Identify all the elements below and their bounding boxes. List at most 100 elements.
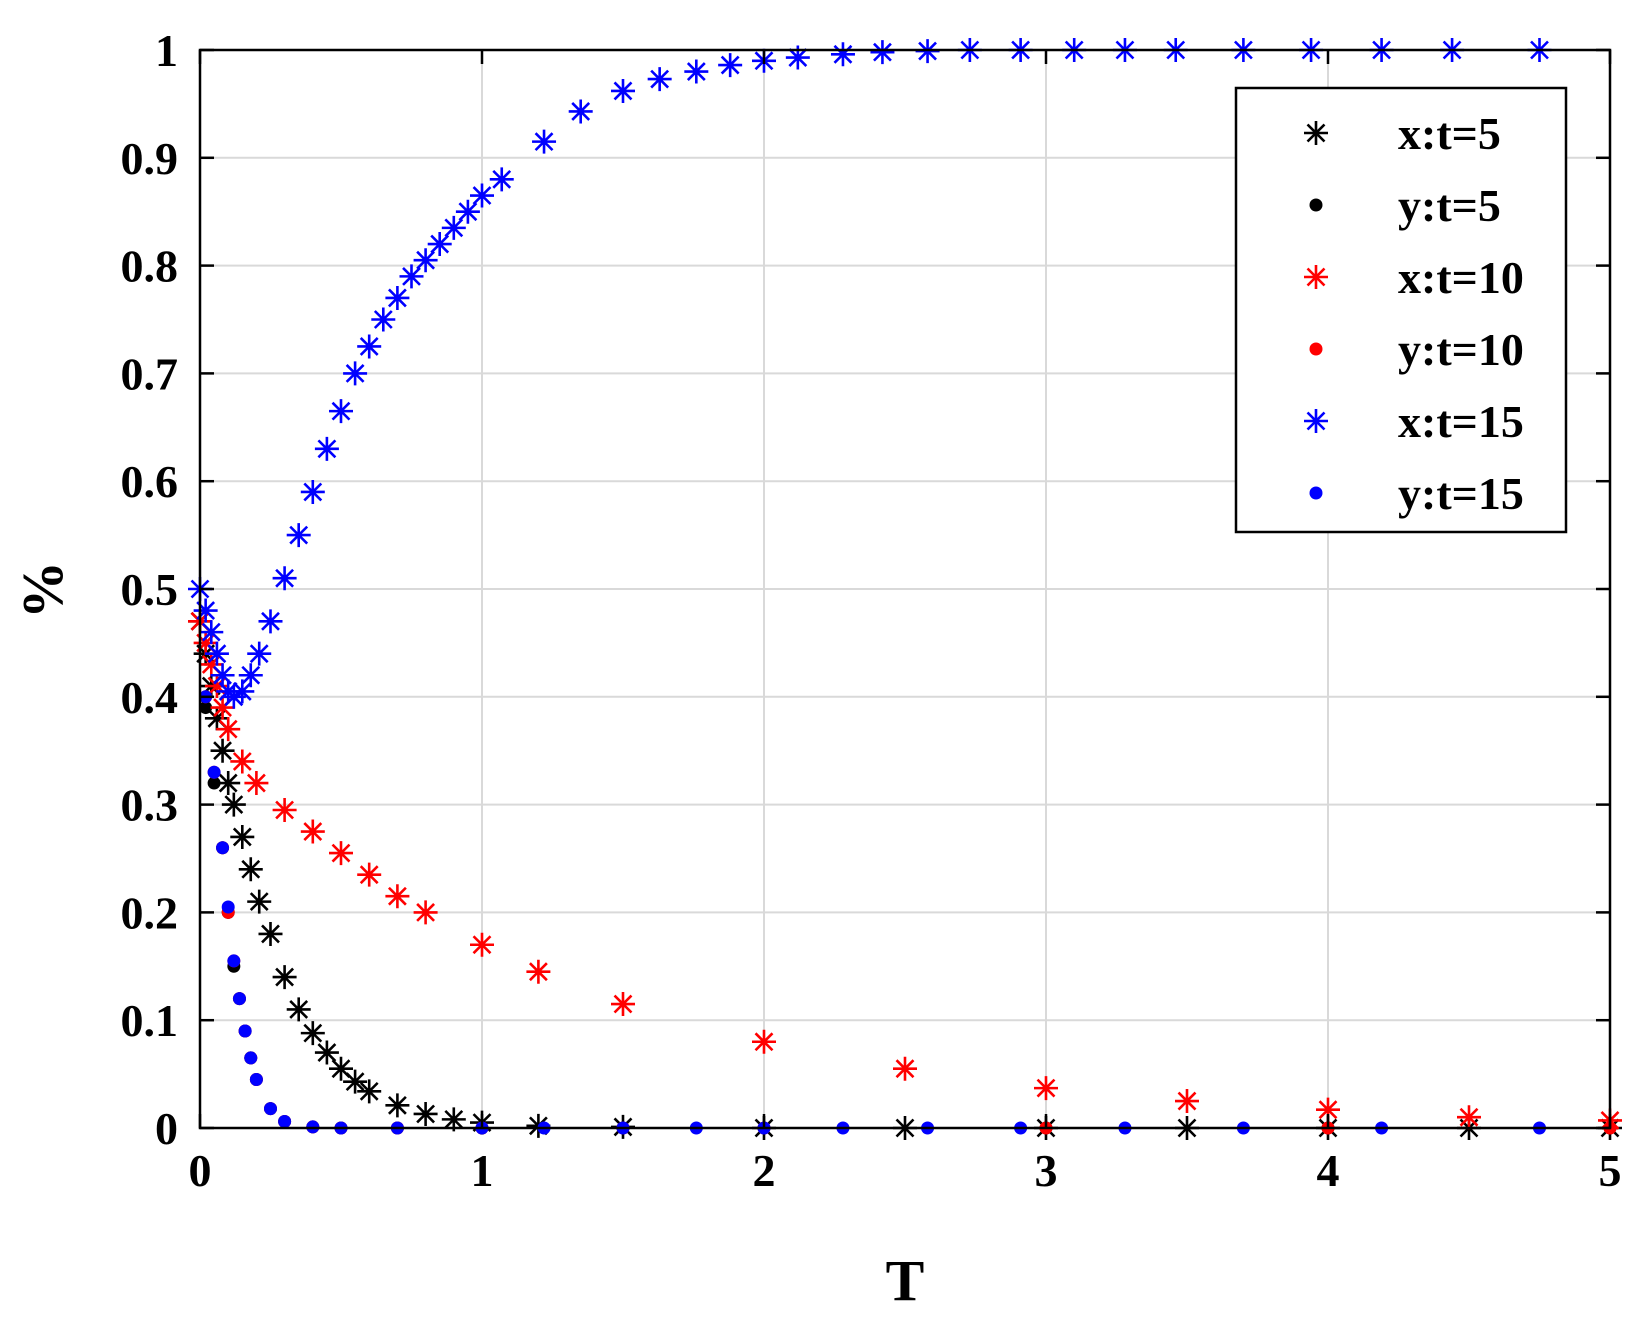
star-marker xyxy=(238,663,263,688)
legend-marker xyxy=(1304,409,1328,433)
star-marker xyxy=(532,129,557,154)
star-marker xyxy=(204,674,229,699)
star-marker xyxy=(470,183,494,208)
dot-marker xyxy=(227,954,241,968)
dot-marker xyxy=(249,1072,263,1086)
legend-item: y:t=5 xyxy=(1309,180,1501,231)
star-marker xyxy=(1316,1097,1340,1122)
star-marker xyxy=(272,797,297,822)
star-marker xyxy=(611,992,635,1017)
legend-item: x:t=5 xyxy=(1304,108,1501,159)
legend-marker xyxy=(1309,198,1323,212)
star-marker xyxy=(470,932,494,957)
x-tick-label: 3 xyxy=(1035,1145,1058,1196)
star-marker xyxy=(870,40,895,65)
star-marker xyxy=(247,889,272,914)
star-marker xyxy=(300,819,325,844)
star-marker xyxy=(329,399,353,424)
star-marker xyxy=(785,45,810,70)
dot-marker xyxy=(221,900,235,914)
star-marker xyxy=(343,361,368,386)
legend-marker xyxy=(1304,121,1328,145)
legend-item: y:t=10 xyxy=(1309,324,1524,375)
dot-marker xyxy=(207,765,221,779)
star-marker xyxy=(413,1101,438,1126)
legend-item: x:t=10 xyxy=(1304,252,1524,303)
star-marker xyxy=(1175,1089,1199,1114)
star-marker xyxy=(199,620,224,645)
star-marker xyxy=(684,59,709,84)
star-marker xyxy=(216,717,241,742)
star-marker xyxy=(210,695,235,720)
legend-label: x:t=15 xyxy=(1398,396,1524,447)
legend-box xyxy=(1234,86,1568,534)
x-tick-label: 1 xyxy=(471,1145,494,1196)
star-marker xyxy=(216,771,241,796)
star-marker xyxy=(357,862,382,887)
star-marker xyxy=(210,738,235,763)
star-marker xyxy=(300,479,325,504)
dot-marker xyxy=(278,1115,292,1129)
legend-label: x:t=10 xyxy=(1398,252,1524,303)
star-marker xyxy=(489,167,514,192)
star-marker xyxy=(204,706,229,731)
legend-label: y:t=10 xyxy=(1398,324,1524,375)
star-marker xyxy=(371,307,396,332)
legend-label: y:t=5 xyxy=(1398,180,1501,231)
star-marker xyxy=(314,1040,339,1065)
star-marker xyxy=(238,857,263,882)
star-marker xyxy=(441,1107,466,1132)
dot-marker xyxy=(238,1024,252,1038)
legend-marker xyxy=(1304,265,1328,289)
star-marker xyxy=(244,771,269,796)
dot-marker xyxy=(207,776,221,790)
star-marker xyxy=(258,609,283,634)
star-marker xyxy=(329,841,353,866)
star-marker xyxy=(286,523,311,548)
star-marker xyxy=(247,641,272,666)
legend: x:t=5 y:t=5 x:t=10 y:t=10 x:t=15 y:t=15 xyxy=(1234,86,1568,534)
star-marker xyxy=(286,997,311,1022)
star-marker xyxy=(221,792,246,817)
star-marker xyxy=(343,1069,368,1094)
y-tick-label: 0.8 xyxy=(121,241,179,292)
star-marker xyxy=(272,566,297,591)
star-marker xyxy=(357,1079,382,1104)
star-marker xyxy=(357,334,382,359)
star-marker xyxy=(399,264,424,289)
star-marker xyxy=(329,1056,353,1081)
y-tick-label: 0 xyxy=(155,1103,178,1154)
star-marker xyxy=(647,67,672,92)
star-marker xyxy=(385,1093,410,1118)
legend-item: x:t=15 xyxy=(1304,396,1524,447)
star-marker xyxy=(230,824,255,849)
star-marker xyxy=(611,78,635,103)
star-marker xyxy=(718,53,743,78)
dot-marker xyxy=(244,1051,258,1065)
star-marker xyxy=(893,1056,917,1081)
star-marker xyxy=(441,215,466,240)
star-marker xyxy=(210,663,235,688)
star-marker xyxy=(385,884,410,909)
legend-marker xyxy=(1309,342,1323,356)
y-tick-label: 0.3 xyxy=(121,780,179,831)
dot-marker xyxy=(199,701,213,715)
tick-labels: 0 1 2 3 4 5 0 0.1 0.2 0.3 0.4 0.5 0.6 0.7 0.8 0.9 1 xyxy=(121,25,1622,1196)
dot-marker xyxy=(264,1102,277,1116)
y-tick-label: 0.9 xyxy=(121,133,179,184)
star-marker xyxy=(230,679,255,704)
star-marker xyxy=(526,959,551,984)
y-tick-label: 0.7 xyxy=(121,348,179,399)
legend-label: y:t=15 xyxy=(1398,468,1524,519)
y-tick-label: 0.2 xyxy=(121,887,179,938)
star-marker xyxy=(193,598,218,623)
y-axis-title: % xyxy=(10,561,75,619)
star-marker xyxy=(568,99,593,124)
x-tick-label: 0 xyxy=(189,1145,212,1196)
star-marker xyxy=(752,1029,776,1054)
y-tick-label: 0.1 xyxy=(121,995,179,1046)
y-tick-label: 0.5 xyxy=(121,564,179,615)
y-tick-label: 0.6 xyxy=(121,456,179,507)
star-marker xyxy=(193,630,218,655)
